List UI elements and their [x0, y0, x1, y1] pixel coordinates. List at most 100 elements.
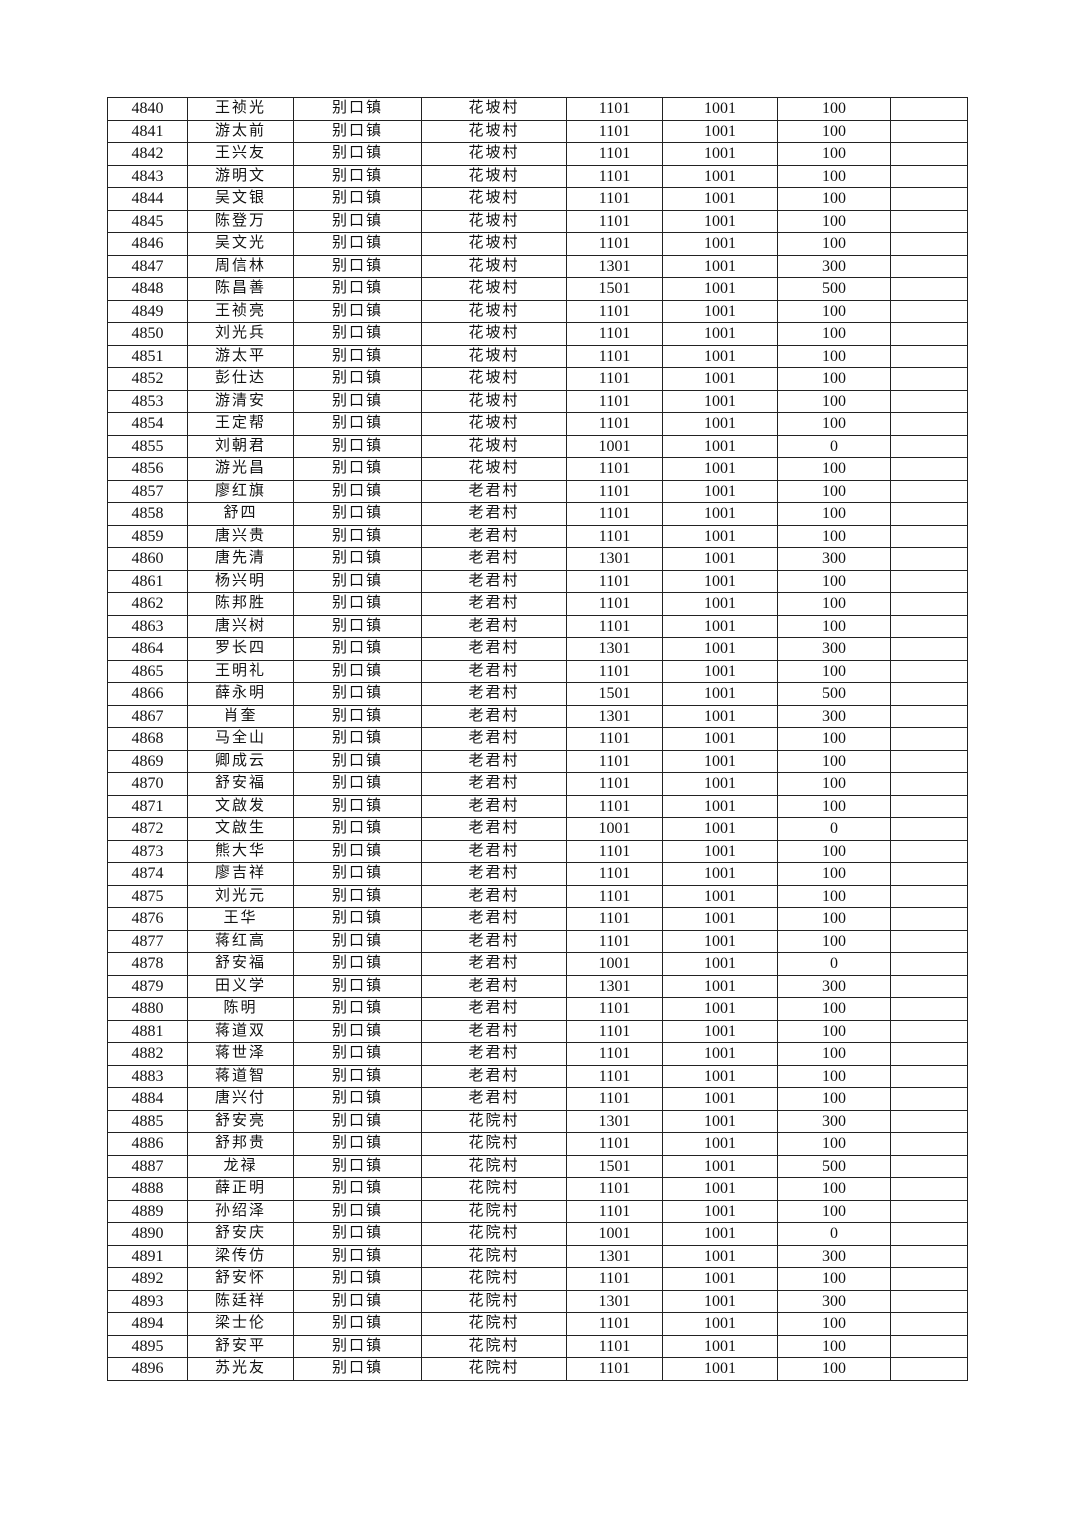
cell-name: 薛正明 — [187, 1177, 294, 1201]
cell-town: 别口镇 — [293, 974, 422, 998]
cell-note — [890, 749, 968, 773]
cell-val-b: 1001 — [662, 1154, 778, 1178]
cell-val-a: 1101 — [566, 232, 663, 256]
cell-val-a: 1101 — [566, 367, 663, 391]
cell-name: 吴文光 — [187, 232, 294, 256]
cell-town: 别口镇 — [293, 277, 422, 301]
cell-name: 刘光元 — [187, 884, 294, 908]
cell-val-c: 100 — [777, 1087, 891, 1111]
cell-val-a: 1301 — [566, 637, 663, 661]
cell-town: 别口镇 — [293, 794, 422, 818]
cell-val-c: 100 — [777, 1357, 891, 1381]
cell-id: 4861 — [107, 569, 188, 593]
table-row: 4845 陈登万 别口镇 花坡村 1101 1001 100 — [107, 209, 968, 233]
table-row: 4862 陈邦胜 别口镇 老君村 1101 1001 100 — [107, 592, 968, 616]
cell-village: 花院村 — [421, 1312, 567, 1336]
cell-val-b: 1001 — [662, 1244, 778, 1268]
table-row: 4894 梁士伦 别口镇 花院村 1101 1001 100 — [107, 1312, 968, 1336]
cell-name: 舒安福 — [187, 952, 294, 976]
cell-village: 花坡村 — [421, 119, 567, 143]
table-row: 4849 王祯亮 别口镇 花坡村 1101 1001 100 — [107, 299, 968, 323]
cell-note — [890, 1312, 968, 1336]
cell-note — [890, 727, 968, 751]
table-row: 4842 王兴友 别口镇 花坡村 1101 1001 100 — [107, 142, 968, 166]
cell-val-a: 1101 — [566, 1312, 663, 1336]
cell-town: 别口镇 — [293, 1289, 422, 1313]
table-row: 4872 文啟生 别口镇 老君村 1001 1001 0 — [107, 817, 968, 841]
cell-village: 老君村 — [421, 637, 567, 661]
cell-val-c: 100 — [777, 389, 891, 413]
cell-id: 4851 — [107, 344, 188, 368]
cell-id: 4879 — [107, 974, 188, 998]
cell-village: 花院村 — [421, 1244, 567, 1268]
cell-name: 唐先清 — [187, 547, 294, 571]
cell-name: 刘光兵 — [187, 322, 294, 346]
cell-town: 别口镇 — [293, 704, 422, 728]
cell-name: 熊大华 — [187, 839, 294, 863]
cell-note — [890, 412, 968, 436]
cell-name: 陈廷祥 — [187, 1289, 294, 1313]
cell-val-b: 1001 — [662, 952, 778, 976]
cell-val-c: 300 — [777, 254, 891, 278]
cell-val-a: 1101 — [566, 1267, 663, 1291]
cell-village: 老君村 — [421, 862, 567, 886]
cell-val-b: 1001 — [662, 1312, 778, 1336]
cell-town: 别口镇 — [293, 1244, 422, 1268]
cell-village: 老君村 — [421, 817, 567, 841]
cell-val-a: 1101 — [566, 1087, 663, 1111]
cell-val-c: 300 — [777, 547, 891, 571]
cell-name: 卿成云 — [187, 749, 294, 773]
cell-town: 别口镇 — [293, 479, 422, 503]
cell-name: 刘朝君 — [187, 434, 294, 458]
cell-val-b: 1001 — [662, 569, 778, 593]
cell-name: 王祯光 — [187, 97, 294, 121]
cell-val-c: 100 — [777, 1132, 891, 1156]
table-row: 4861 杨兴明 别口镇 老君村 1101 1001 100 — [107, 569, 968, 593]
cell-val-a: 1101 — [566, 592, 663, 616]
cell-note — [890, 367, 968, 391]
table-row: 4876 王华 别口镇 老君村 1101 1001 100 — [107, 907, 968, 931]
cell-village: 花坡村 — [421, 412, 567, 436]
cell-id: 4880 — [107, 997, 188, 1021]
cell-val-a: 1101 — [566, 1334, 663, 1358]
cell-town: 别口镇 — [293, 502, 422, 526]
cell-val-c: 0 — [777, 817, 891, 841]
cell-id: 4874 — [107, 862, 188, 886]
cell-village: 老君村 — [421, 547, 567, 571]
cell-val-a: 1101 — [566, 1177, 663, 1201]
cell-val-c: 100 — [777, 209, 891, 233]
cell-town: 别口镇 — [293, 254, 422, 278]
table-row: 4888 薛正明 别口镇 花院村 1101 1001 100 — [107, 1177, 968, 1201]
cell-name: 王祯亮 — [187, 299, 294, 323]
cell-name: 梁士伦 — [187, 1312, 294, 1336]
cell-name: 廖吉祥 — [187, 862, 294, 886]
cell-village: 花坡村 — [421, 277, 567, 301]
cell-val-b: 1001 — [662, 412, 778, 436]
cell-id: 4890 — [107, 1222, 188, 1246]
cell-val-b: 1001 — [662, 1064, 778, 1088]
cell-town: 别口镇 — [293, 682, 422, 706]
cell-val-a: 1101 — [566, 502, 663, 526]
cell-val-c: 100 — [777, 659, 891, 683]
cell-name: 游太前 — [187, 119, 294, 143]
cell-note — [890, 997, 968, 1021]
cell-val-a: 1301 — [566, 1289, 663, 1313]
cell-village: 老君村 — [421, 502, 567, 526]
cell-val-a: 1301 — [566, 254, 663, 278]
cell-val-c: 100 — [777, 457, 891, 481]
cell-name: 陈登万 — [187, 209, 294, 233]
cell-id: 4885 — [107, 1109, 188, 1133]
cell-val-c: 500 — [777, 682, 891, 706]
cell-village: 老君村 — [421, 952, 567, 976]
cell-note — [890, 1357, 968, 1381]
cell-val-a: 1101 — [566, 614, 663, 638]
cell-name: 王定帮 — [187, 412, 294, 436]
cell-village: 老君村 — [421, 479, 567, 503]
cell-val-a: 1101 — [566, 1042, 663, 1066]
cell-val-b: 1001 — [662, 1019, 778, 1043]
cell-id: 4863 — [107, 614, 188, 638]
cell-note — [890, 704, 968, 728]
cell-note — [890, 659, 968, 683]
cell-val-a: 1101 — [566, 97, 663, 121]
cell-id: 4845 — [107, 209, 188, 233]
